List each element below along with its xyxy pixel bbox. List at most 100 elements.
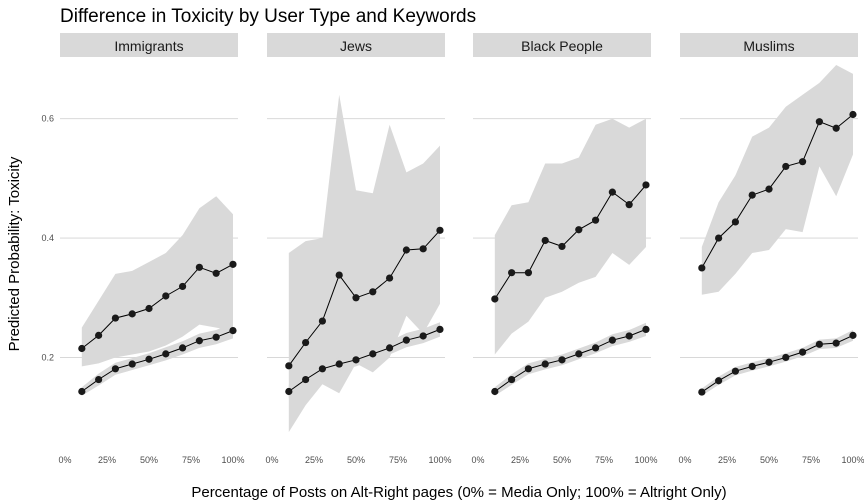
data-point — [111, 365, 120, 373]
facet-strip — [60, 33, 238, 57]
facet-label: Muslims — [743, 38, 794, 54]
data-point — [832, 339, 840, 347]
data-point — [748, 362, 756, 371]
data-point — [642, 181, 650, 189]
data-point — [575, 350, 583, 358]
data-point — [748, 191, 756, 199]
data-point — [178, 344, 187, 352]
x-tick-label: 100% — [634, 455, 657, 465]
x-tick-label: 25% — [98, 455, 116, 465]
y-axis-title: Predicted Probability: Toxicity — [6, 156, 23, 351]
data-point — [229, 327, 237, 335]
confidence-ribbon — [288, 322, 440, 399]
x-tick-label: 75% — [802, 455, 820, 465]
data-point — [285, 387, 293, 396]
x-tick-label: 50% — [347, 455, 365, 465]
confidence-ribbon — [81, 196, 233, 367]
data-point — [608, 336, 616, 344]
data-point — [78, 387, 86, 396]
data-point — [145, 304, 153, 313]
data-point — [178, 282, 187, 291]
data-point — [591, 344, 600, 352]
data-point — [95, 331, 103, 339]
data-point — [352, 294, 360, 302]
facet-strip — [680, 33, 858, 57]
data-point — [558, 356, 566, 364]
data-point — [491, 295, 499, 303]
series-line — [81, 263, 234, 349]
data-point — [385, 274, 394, 282]
x-tick-label: 75% — [182, 455, 200, 465]
facet-strip — [473, 33, 651, 57]
data-point — [229, 260, 237, 268]
x-tick-label: 75% — [595, 455, 613, 465]
data-point — [849, 331, 857, 339]
data-point — [419, 332, 427, 340]
facet-label: Black People — [521, 38, 603, 54]
series-line — [288, 328, 441, 392]
data-point — [698, 264, 706, 272]
confidence-ribbon — [701, 330, 853, 396]
data-point — [302, 375, 310, 384]
data-point — [782, 353, 790, 362]
y-tick-label: 0.2 — [41, 352, 54, 362]
data-point — [436, 226, 444, 234]
confidence-ribbon — [81, 322, 233, 396]
data-point — [128, 310, 136, 318]
data-point — [765, 358, 773, 366]
data-point — [642, 325, 650, 334]
data-point — [318, 365, 327, 373]
data-point — [715, 377, 723, 385]
data-point — [78, 344, 86, 353]
data-point — [318, 317, 327, 325]
data-point — [335, 271, 343, 279]
chart-title: Difference in Toxicity by User Type and … — [60, 6, 476, 27]
data-point — [95, 375, 103, 384]
data-point — [111, 314, 120, 322]
series-line — [494, 184, 647, 300]
x-tick-label: 100% — [428, 455, 451, 465]
facet-strip — [267, 33, 445, 57]
facet-immigrants: Immigrants 0% 25% 50% 75% 100% 0.2 0.4 0.6 — [41, 33, 244, 465]
x-tick-label: 100% — [221, 455, 244, 465]
data-point — [765, 185, 773, 193]
confidence-ribbon — [494, 322, 646, 396]
data-point — [402, 336, 410, 344]
x-tick-label: 25% — [718, 455, 736, 465]
x-tick-label: 75% — [389, 455, 407, 465]
data-point — [352, 356, 360, 364]
data-point — [335, 360, 343, 368]
data-point — [798, 348, 807, 356]
data-point — [608, 188, 616, 196]
data-point — [385, 344, 394, 352]
facet-jews: Jews 0% 25% 50% 75% 100% — [266, 33, 451, 465]
data-point — [541, 360, 549, 368]
data-point — [849, 110, 857, 119]
x-tick-label: 25% — [305, 455, 323, 465]
facet-panels: Immigrants 0% 25% 50% 75% 100% 0.2 0.4 0.6 Jews 0%… — [41, 33, 864, 465]
x-tick-label: 25% — [511, 455, 529, 465]
data-point — [625, 201, 633, 209]
data-point — [782, 162, 790, 171]
data-point — [285, 362, 293, 370]
data-point — [524, 365, 533, 373]
facet-black-people: Black People 0% 25% 50% 75% 100% — [472, 33, 657, 465]
x-tick-label: 0% — [679, 455, 692, 465]
x-tick-label: 50% — [140, 455, 158, 465]
x-tick-label: 50% — [553, 455, 571, 465]
data-point — [798, 158, 807, 166]
series-line — [81, 330, 234, 392]
data-point — [491, 387, 499, 396]
series-line — [288, 229, 441, 367]
data-point — [195, 337, 203, 345]
data-point — [212, 333, 220, 341]
data-point — [591, 216, 600, 224]
data-point — [815, 340, 823, 348]
data-point — [212, 269, 220, 277]
data-point — [162, 292, 170, 300]
y-tick-label: 0.6 — [41, 114, 54, 124]
data-point — [832, 124, 840, 132]
facet-label: Jews — [340, 38, 372, 54]
x-tick-label: 0% — [472, 455, 485, 465]
